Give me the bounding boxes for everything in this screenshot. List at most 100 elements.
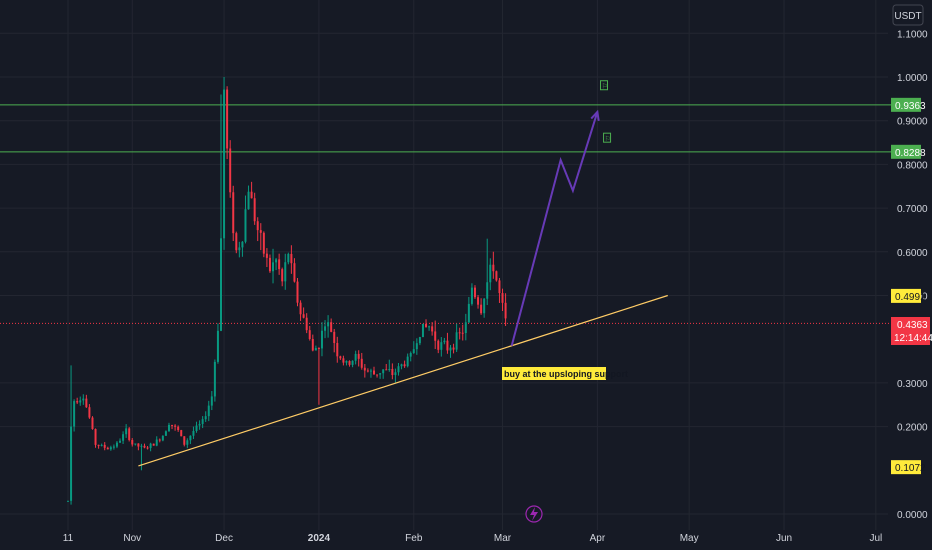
- candle-body: [467, 303, 470, 323]
- candle-body: [235, 233, 238, 251]
- candle-body: [443, 340, 446, 343]
- candle-body: [397, 366, 400, 373]
- candle-body: [229, 148, 232, 193]
- time-tick-label: 11: [63, 533, 74, 544]
- candle-body: [425, 323, 428, 327]
- candle-body: [345, 361, 348, 363]
- candle-body: [385, 369, 388, 371]
- time-tick-label: Jul: [869, 533, 882, 544]
- price-axis[interactable]: 1.10001.00000.90000.80000.70000.60000.50…: [891, 29, 928, 521]
- candle-body: [311, 339, 314, 351]
- candle-body: [388, 368, 391, 370]
- note-text: buy at the upsloping support: [504, 369, 628, 379]
- candle-body: [336, 342, 339, 357]
- time-tick-label: May: [680, 533, 699, 544]
- projection-path: [510, 111, 599, 347]
- candle-body: [409, 353, 412, 357]
- candle-body: [131, 439, 134, 445]
- candle-body: [357, 353, 360, 359]
- annotation-note[interactable]: buy at the upsloping support: [502, 367, 628, 380]
- candle-body: [247, 191, 250, 210]
- candle-body: [293, 263, 296, 282]
- candle-body: [97, 444, 100, 446]
- candle-body: [149, 443, 152, 448]
- candle-body: [440, 342, 443, 350]
- price-tick-label: 0.8000: [897, 160, 928, 171]
- candle-body: [67, 500, 69, 502]
- price-marker-label: 0.1072: [895, 463, 926, 474]
- candle-body: [327, 322, 330, 327]
- price-marker-badge: [891, 288, 921, 303]
- candle-body: [498, 280, 501, 294]
- lightning-icon[interactable]: [525, 505, 543, 523]
- candle-body: [195, 425, 198, 431]
- candle-body: [296, 281, 299, 303]
- candle-body: [119, 440, 122, 443]
- candle-body: [290, 253, 293, 264]
- candle-body: [394, 372, 397, 376]
- drawings: ⚐⚐: [138, 80, 668, 467]
- candle-body: [360, 358, 363, 368]
- price-tick-label: 0.7000: [897, 204, 928, 215]
- candle-body: [250, 191, 253, 199]
- candle-body: [342, 358, 345, 363]
- candle-body: [373, 370, 375, 375]
- candle-body: [106, 447, 109, 450]
- candle-body: [351, 360, 354, 365]
- candle-body: [339, 356, 342, 359]
- candle-body: [210, 396, 213, 406]
- candle-body: [73, 401, 76, 427]
- candle-body: [452, 347, 455, 350]
- candle-body: [174, 425, 177, 427]
- price-tick-label: 0.6000: [897, 248, 928, 259]
- candle-body: [446, 340, 449, 351]
- candle-body: [137, 443, 140, 447]
- last-price-label: 0.4363: [897, 320, 928, 331]
- candle-body: [161, 435, 164, 441]
- candle-body: [492, 264, 495, 272]
- candle-body: [434, 331, 437, 341]
- candle-body: [281, 269, 284, 282]
- candle-body: [317, 348, 320, 350]
- price-tick-label: 1.1000: [897, 29, 928, 40]
- candle-body: [109, 447, 112, 450]
- countdown-label: 12:14:44: [894, 333, 932, 344]
- candle-body: [125, 428, 128, 435]
- candle-body: [406, 356, 409, 367]
- candle-body: [369, 370, 372, 372]
- candle-body: [186, 440, 189, 445]
- horizontal-lines: [0, 104, 891, 324]
- note-background: [502, 367, 606, 380]
- grid: [0, 0, 888, 530]
- candle-body: [265, 253, 268, 258]
- candle-body: [223, 89, 226, 239]
- candle-body: [164, 431, 167, 436]
- candle-body: [477, 297, 480, 305]
- time-tick-label: Mar: [494, 533, 512, 544]
- candle-body: [458, 332, 461, 334]
- candle-body: [79, 400, 82, 403]
- candle-body: [382, 369, 385, 374]
- candle-body: [428, 326, 431, 328]
- candle-body: [88, 407, 91, 418]
- price-tick-label: 0.3000: [897, 379, 928, 390]
- currency-button[interactable]: USDT: [892, 4, 924, 26]
- price-line-badge: [891, 144, 921, 159]
- candle-body: [143, 445, 146, 448]
- candle-body: [103, 444, 106, 448]
- candle-body: [220, 238, 222, 331]
- candle-body: [70, 426, 73, 501]
- candle-body: [480, 304, 483, 314]
- candle-body: [177, 426, 180, 431]
- last-price-badge: 0.4363 12:14:44: [891, 317, 932, 345]
- time-axis[interactable]: 11 Nov Dec 2024 Feb Mar Apr May Jun Jul: [63, 533, 882, 544]
- candle-body: [483, 298, 486, 314]
- candle-body: [100, 444, 103, 446]
- price-tick-label: 0.2000: [897, 423, 928, 434]
- candle-body: [128, 428, 131, 440]
- candle-body: [272, 262, 275, 272]
- candle-body: [158, 439, 161, 441]
